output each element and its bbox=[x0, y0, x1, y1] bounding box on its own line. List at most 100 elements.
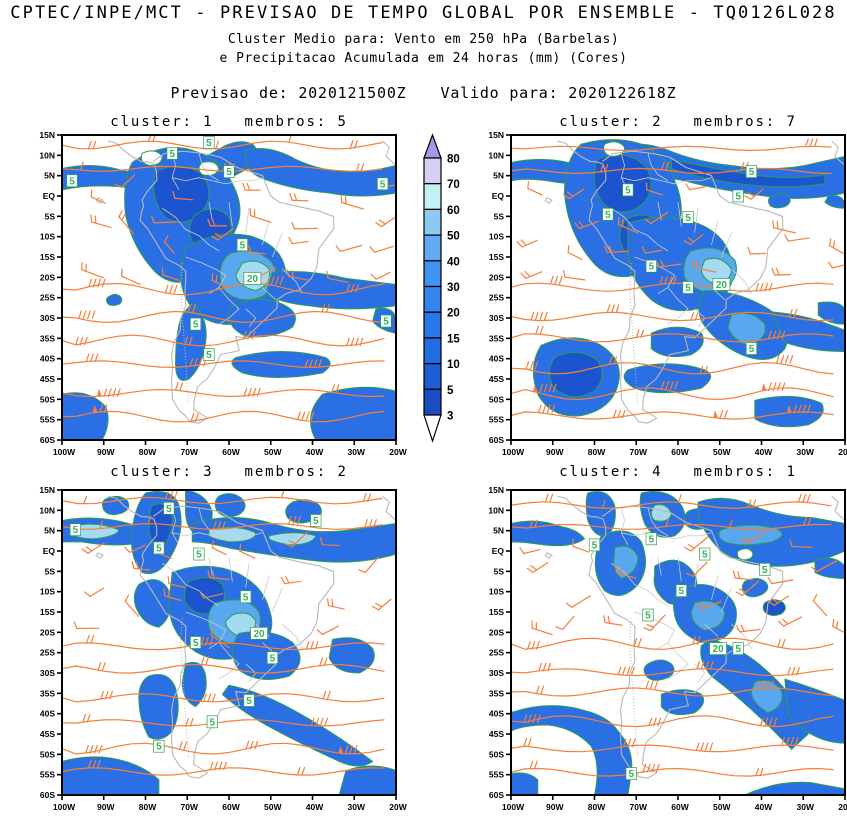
svg-text:40S: 40S bbox=[40, 709, 55, 719]
svg-text:10N: 10N bbox=[488, 150, 504, 160]
svg-text:5: 5 bbox=[210, 717, 216, 728]
svg-text:3: 3 bbox=[447, 411, 453, 423]
svg-text:40S: 40S bbox=[489, 354, 504, 364]
svg-text:20S: 20S bbox=[489, 627, 504, 637]
svg-text:20: 20 bbox=[713, 644, 725, 655]
svg-text:15: 15 bbox=[447, 333, 460, 345]
svg-text:35S: 35S bbox=[40, 688, 55, 698]
svg-text:EQ: EQ bbox=[43, 546, 56, 556]
svg-text:5: 5 bbox=[605, 210, 611, 221]
svg-text:60W: 60W bbox=[222, 802, 240, 812]
svg-text:5: 5 bbox=[166, 504, 172, 515]
svg-text:80: 80 bbox=[447, 154, 460, 166]
svg-text:5: 5 bbox=[380, 179, 386, 190]
svg-text:5: 5 bbox=[206, 138, 212, 149]
svg-text:100W: 100W bbox=[53, 447, 76, 457]
svg-text:100W: 100W bbox=[502, 802, 525, 812]
svg-text:EQ: EQ bbox=[492, 546, 505, 556]
svg-text:60S: 60S bbox=[489, 790, 504, 800]
svg-text:45S: 45S bbox=[40, 374, 55, 384]
svg-text:5: 5 bbox=[685, 213, 691, 224]
svg-text:5: 5 bbox=[226, 167, 232, 178]
svg-text:10: 10 bbox=[447, 359, 460, 371]
svg-text:30S: 30S bbox=[489, 313, 504, 323]
svg-text:10N: 10N bbox=[488, 505, 504, 515]
svg-text:40S: 40S bbox=[489, 709, 504, 719]
subtitle-line-1: Cluster Medio para: Vento em 250 hPa (Ba… bbox=[0, 30, 847, 49]
svg-text:5: 5 bbox=[592, 540, 598, 551]
svg-text:EQ: EQ bbox=[492, 191, 505, 201]
svg-text:5N: 5N bbox=[493, 171, 504, 181]
svg-text:5: 5 bbox=[193, 638, 199, 649]
svg-text:20: 20 bbox=[447, 308, 460, 320]
svg-text:5: 5 bbox=[749, 344, 755, 355]
svg-text:50S: 50S bbox=[489, 749, 504, 759]
svg-text:15N: 15N bbox=[488, 130, 504, 140]
svg-text:5N: 5N bbox=[44, 171, 55, 181]
svg-text:30S: 30S bbox=[489, 668, 504, 678]
svg-text:25S: 25S bbox=[489, 648, 504, 658]
panel-header-cluster-4: cluster: 4 membros: 1 bbox=[511, 464, 845, 480]
svg-text:5: 5 bbox=[685, 283, 691, 294]
figure-subtitle: Cluster Medio para: Vento em 250 hPa (Ba… bbox=[0, 30, 847, 68]
svg-text:50W: 50W bbox=[713, 447, 731, 457]
svg-text:5N: 5N bbox=[493, 526, 504, 536]
svg-text:70W: 70W bbox=[630, 802, 648, 812]
svg-text:30W: 30W bbox=[797, 447, 815, 457]
svg-text:15N: 15N bbox=[488, 485, 504, 495]
svg-text:5: 5 bbox=[156, 543, 162, 554]
svg-text:70W: 70W bbox=[630, 447, 648, 457]
svg-text:5: 5 bbox=[645, 611, 651, 622]
svg-text:35S: 35S bbox=[489, 333, 504, 343]
svg-text:15N: 15N bbox=[39, 130, 55, 140]
svg-text:30S: 30S bbox=[40, 313, 55, 323]
svg-text:EQ: EQ bbox=[43, 191, 56, 201]
svg-text:60W: 60W bbox=[671, 802, 689, 812]
svg-text:5: 5 bbox=[69, 176, 75, 187]
svg-text:45S: 45S bbox=[40, 729, 55, 739]
svg-text:5S: 5S bbox=[494, 566, 505, 576]
svg-text:10N: 10N bbox=[39, 505, 55, 515]
svg-text:15S: 15S bbox=[40, 252, 55, 262]
map-svg-cluster-3: 555555205555515N10N5NEQ5S10S15S20S25S30S… bbox=[22, 482, 412, 817]
svg-text:5: 5 bbox=[447, 385, 454, 397]
svg-text:15N: 15N bbox=[39, 485, 55, 495]
svg-text:5: 5 bbox=[270, 653, 276, 664]
svg-text:5: 5 bbox=[625, 185, 631, 196]
svg-text:25S: 25S bbox=[40, 293, 55, 303]
svg-text:10S: 10S bbox=[489, 232, 504, 242]
svg-text:20: 20 bbox=[716, 280, 728, 291]
svg-text:60: 60 bbox=[447, 205, 460, 217]
valid-time-label: Valido para: 2020122618Z bbox=[441, 84, 677, 102]
svg-text:5: 5 bbox=[206, 350, 212, 361]
svg-text:70W: 70W bbox=[181, 447, 199, 457]
svg-text:5: 5 bbox=[702, 550, 708, 561]
svg-text:25S: 25S bbox=[40, 648, 55, 658]
svg-text:60W: 60W bbox=[222, 447, 240, 457]
svg-text:20W: 20W bbox=[389, 447, 407, 457]
svg-text:55S: 55S bbox=[489, 770, 504, 780]
svg-text:5: 5 bbox=[628, 769, 634, 780]
svg-text:20S: 20S bbox=[40, 272, 55, 282]
panel-header-cluster-3: cluster: 3 membros: 2 bbox=[62, 464, 396, 480]
svg-text:20: 20 bbox=[247, 274, 259, 285]
svg-text:5S: 5S bbox=[494, 211, 505, 221]
svg-text:30W: 30W bbox=[348, 802, 366, 812]
svg-text:50S: 50S bbox=[40, 394, 55, 404]
svg-text:5: 5 bbox=[156, 742, 162, 753]
svg-text:5: 5 bbox=[679, 586, 685, 597]
svg-text:90W: 90W bbox=[97, 802, 115, 812]
svg-text:100W: 100W bbox=[53, 802, 76, 812]
svg-text:80W: 80W bbox=[588, 447, 606, 457]
svg-text:15S: 15S bbox=[489, 252, 504, 262]
svg-text:10N: 10N bbox=[39, 150, 55, 160]
svg-text:30: 30 bbox=[447, 282, 460, 294]
svg-text:10S: 10S bbox=[40, 232, 55, 242]
svg-text:70W: 70W bbox=[181, 802, 199, 812]
svg-text:5: 5 bbox=[196, 550, 202, 561]
svg-text:50: 50 bbox=[447, 231, 460, 243]
